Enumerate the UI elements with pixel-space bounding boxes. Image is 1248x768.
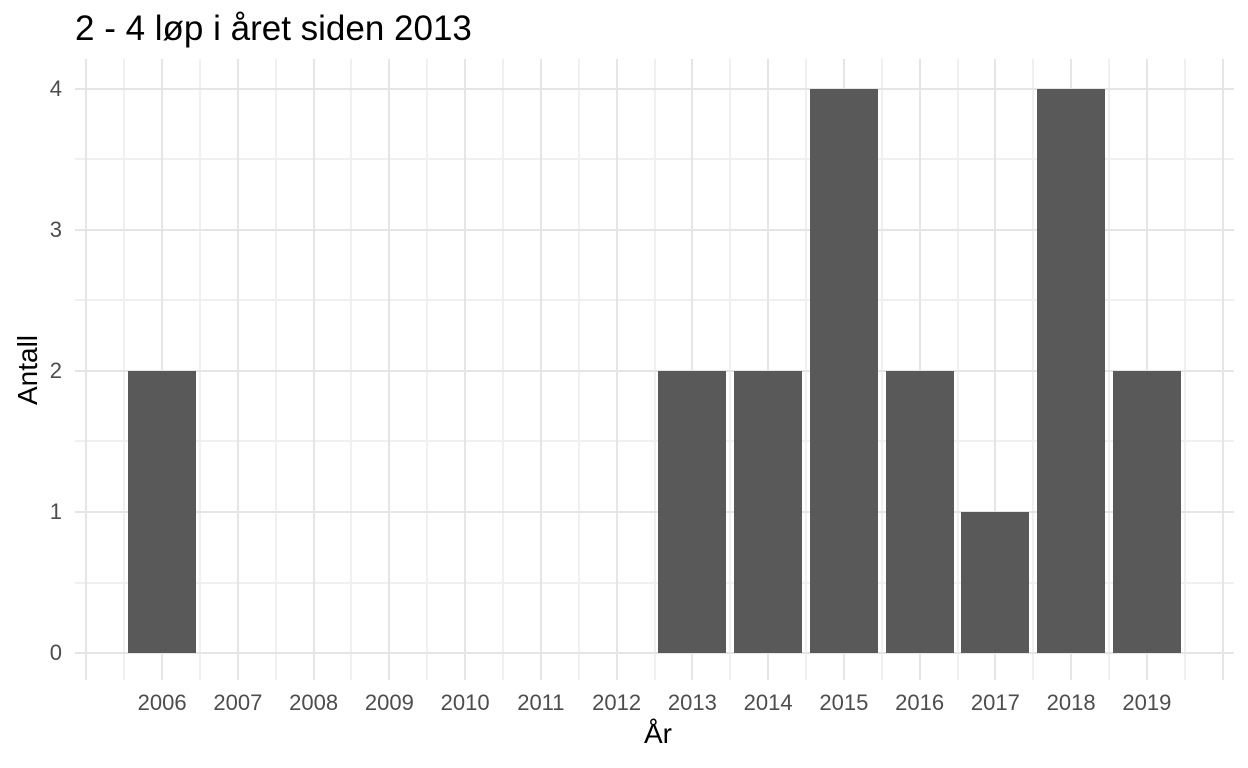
y-major-gridline-4	[75, 87, 1234, 90]
x-minor-gridline-2014.5	[805, 59, 807, 680]
x-major-gridline-2009	[388, 59, 391, 680]
y-minor-gridline-3.5	[75, 158, 1234, 161]
x-major-gridline-2010	[464, 59, 467, 680]
x-major-gridline-2011	[539, 59, 542, 680]
x-major-gridline-2006	[161, 59, 164, 680]
plot-panel	[75, 59, 1234, 680]
x-major-gridline-2008	[312, 59, 315, 680]
x-major-gridline-2005	[85, 59, 88, 680]
x-major-gridline-2019	[1145, 59, 1148, 680]
x-minor-gridline-2013.5	[729, 59, 732, 680]
y-tick-label-4: 4	[49, 75, 62, 101]
x-minor-gridline-2009.5	[426, 59, 429, 680]
x-minor-gridline-2018.5	[1108, 59, 1110, 680]
x-tick-label-2014: 2014	[743, 690, 793, 715]
x-major-gridline-2017	[994, 59, 997, 680]
bar-2015	[809, 88, 878, 654]
x-tick-label-2016: 2016	[895, 690, 945, 715]
x-tick-label-2007: 2007	[213, 690, 263, 715]
x-minor-gridline-2010.5	[501, 59, 504, 680]
y-minor-gridline-2.5	[75, 299, 1234, 302]
x-minor-gridline-2007.5	[274, 59, 277, 680]
x-tick-label-2015: 2015	[819, 690, 869, 715]
x-tick-label-2017: 2017	[970, 690, 1020, 715]
y-tick-label-2: 2	[49, 357, 62, 383]
x-major-gridline-2014	[767, 59, 770, 680]
bar-2006	[128, 370, 197, 654]
x-minor-gridline-2019.5	[1183, 59, 1186, 680]
x-tick-label-2006: 2006	[137, 690, 187, 715]
y-minor-gridline-0.5	[75, 581, 1234, 584]
y-major-gridline-2	[75, 369, 1234, 372]
x-tick-label-2011: 2011	[517, 690, 565, 715]
x-axis-title: År	[644, 718, 672, 749]
bar-2019	[1112, 370, 1181, 654]
x-major-gridline-2012	[615, 59, 618, 680]
x-minor-gridline-2015.5	[880, 59, 883, 680]
x-major-gridline-2020	[1221, 59, 1224, 680]
y-major-gridline-0	[75, 652, 1234, 655]
bar-2014	[734, 370, 803, 654]
x-minor-gridline-2012.5	[653, 59, 656, 680]
bar-2013	[658, 370, 727, 654]
bar-2017	[961, 512, 1030, 654]
x-tick-label-2018: 2018	[1046, 690, 1096, 715]
x-minor-gridline-2005.5	[123, 59, 126, 680]
x-tick-label-2012: 2012	[592, 690, 642, 715]
y-tick-label-1: 1	[49, 499, 62, 525]
x-minor-gridline-2017.5	[1032, 59, 1035, 680]
y-tick-label-0: 0	[49, 640, 62, 666]
x-minor-gridline-2016.5	[956, 59, 959, 680]
y-tick-label-3: 3	[49, 216, 62, 242]
x-major-gridline-2007	[236, 59, 239, 680]
x-tick-label-2019: 2019	[1122, 690, 1172, 715]
x-major-gridline-2013	[691, 59, 694, 680]
x-minor-gridline-2008.5	[350, 59, 353, 680]
x-tick-label-2010: 2010	[440, 690, 490, 715]
bar-2018	[1037, 88, 1106, 654]
x-tick-label-2008: 2008	[289, 690, 339, 715]
x-tick-label-2013: 2013	[667, 690, 717, 715]
x-major-gridline-2016	[918, 59, 921, 680]
y-major-gridline-3	[75, 228, 1234, 231]
x-minor-gridline-2006.5	[198, 59, 201, 680]
bar-2016	[885, 370, 954, 654]
y-minor-gridline-1.5	[75, 440, 1234, 443]
x-minor-gridline-2011.5	[577, 59, 580, 680]
y-major-gridline-1	[75, 511, 1234, 514]
chart-title: 2 - 4 løp i året siden 2013	[75, 9, 472, 48]
x-tick-label-2009: 2009	[364, 690, 414, 715]
